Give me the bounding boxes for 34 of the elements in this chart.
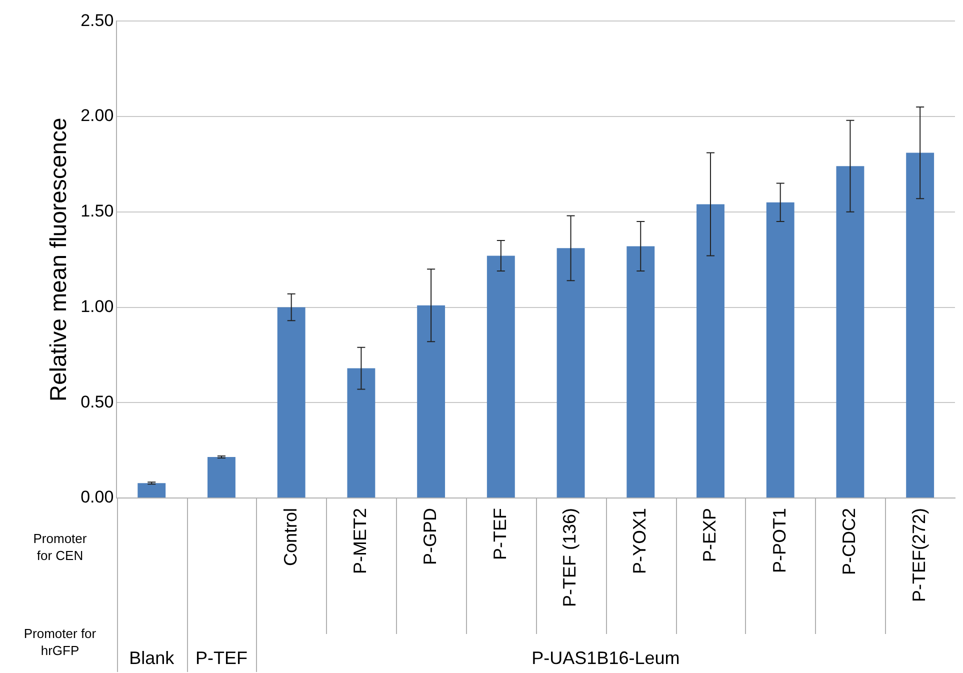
bar bbox=[486, 256, 515, 498]
y-axis-title: Relative mean fluorescence bbox=[45, 118, 72, 402]
text: Blank bbox=[129, 648, 176, 668]
x-tick-label: P-TEF(272) bbox=[909, 508, 930, 602]
bar bbox=[906, 152, 934, 498]
x-tick-label: Control bbox=[280, 508, 300, 566]
bar bbox=[208, 456, 236, 498]
bar bbox=[626, 246, 655, 498]
bar bbox=[347, 368, 376, 498]
bar bbox=[277, 307, 306, 498]
x-tick-label: P-CDC2 bbox=[839, 508, 860, 576]
x-tick-label: P-TEF (136) bbox=[560, 508, 580, 608]
x-tick-label: P-TEF bbox=[490, 508, 510, 560]
y-tick-label: 0.00 bbox=[80, 488, 114, 507]
text: P-UAS1B16-Leum bbox=[532, 648, 680, 668]
bar bbox=[696, 204, 724, 498]
y-tick-label: 1.50 bbox=[80, 202, 114, 221]
bar bbox=[417, 305, 446, 498]
y-tick-label: 1.00 bbox=[80, 296, 114, 316]
x-tick-label: P-POT1 bbox=[769, 508, 790, 574]
y-tick-label: 2.50 bbox=[80, 10, 114, 30]
bar bbox=[556, 248, 585, 498]
text: Promoter for hrGFP bbox=[24, 626, 97, 658]
text: Promoter for CEN bbox=[33, 531, 88, 564]
x-tick-label: P-YOX1 bbox=[630, 508, 650, 574]
x-tick-label: P-MET2 bbox=[350, 508, 370, 574]
bar bbox=[138, 483, 166, 498]
x-tick-label: P-EXP bbox=[699, 508, 720, 562]
y-tick-label: 2.00 bbox=[80, 106, 114, 126]
x-tick-label: P-GPD bbox=[420, 508, 440, 566]
text: P-TEF bbox=[195, 648, 248, 668]
bar bbox=[766, 202, 794, 498]
y-tick-label: 0.50 bbox=[80, 392, 114, 412]
bar bbox=[836, 166, 864, 498]
